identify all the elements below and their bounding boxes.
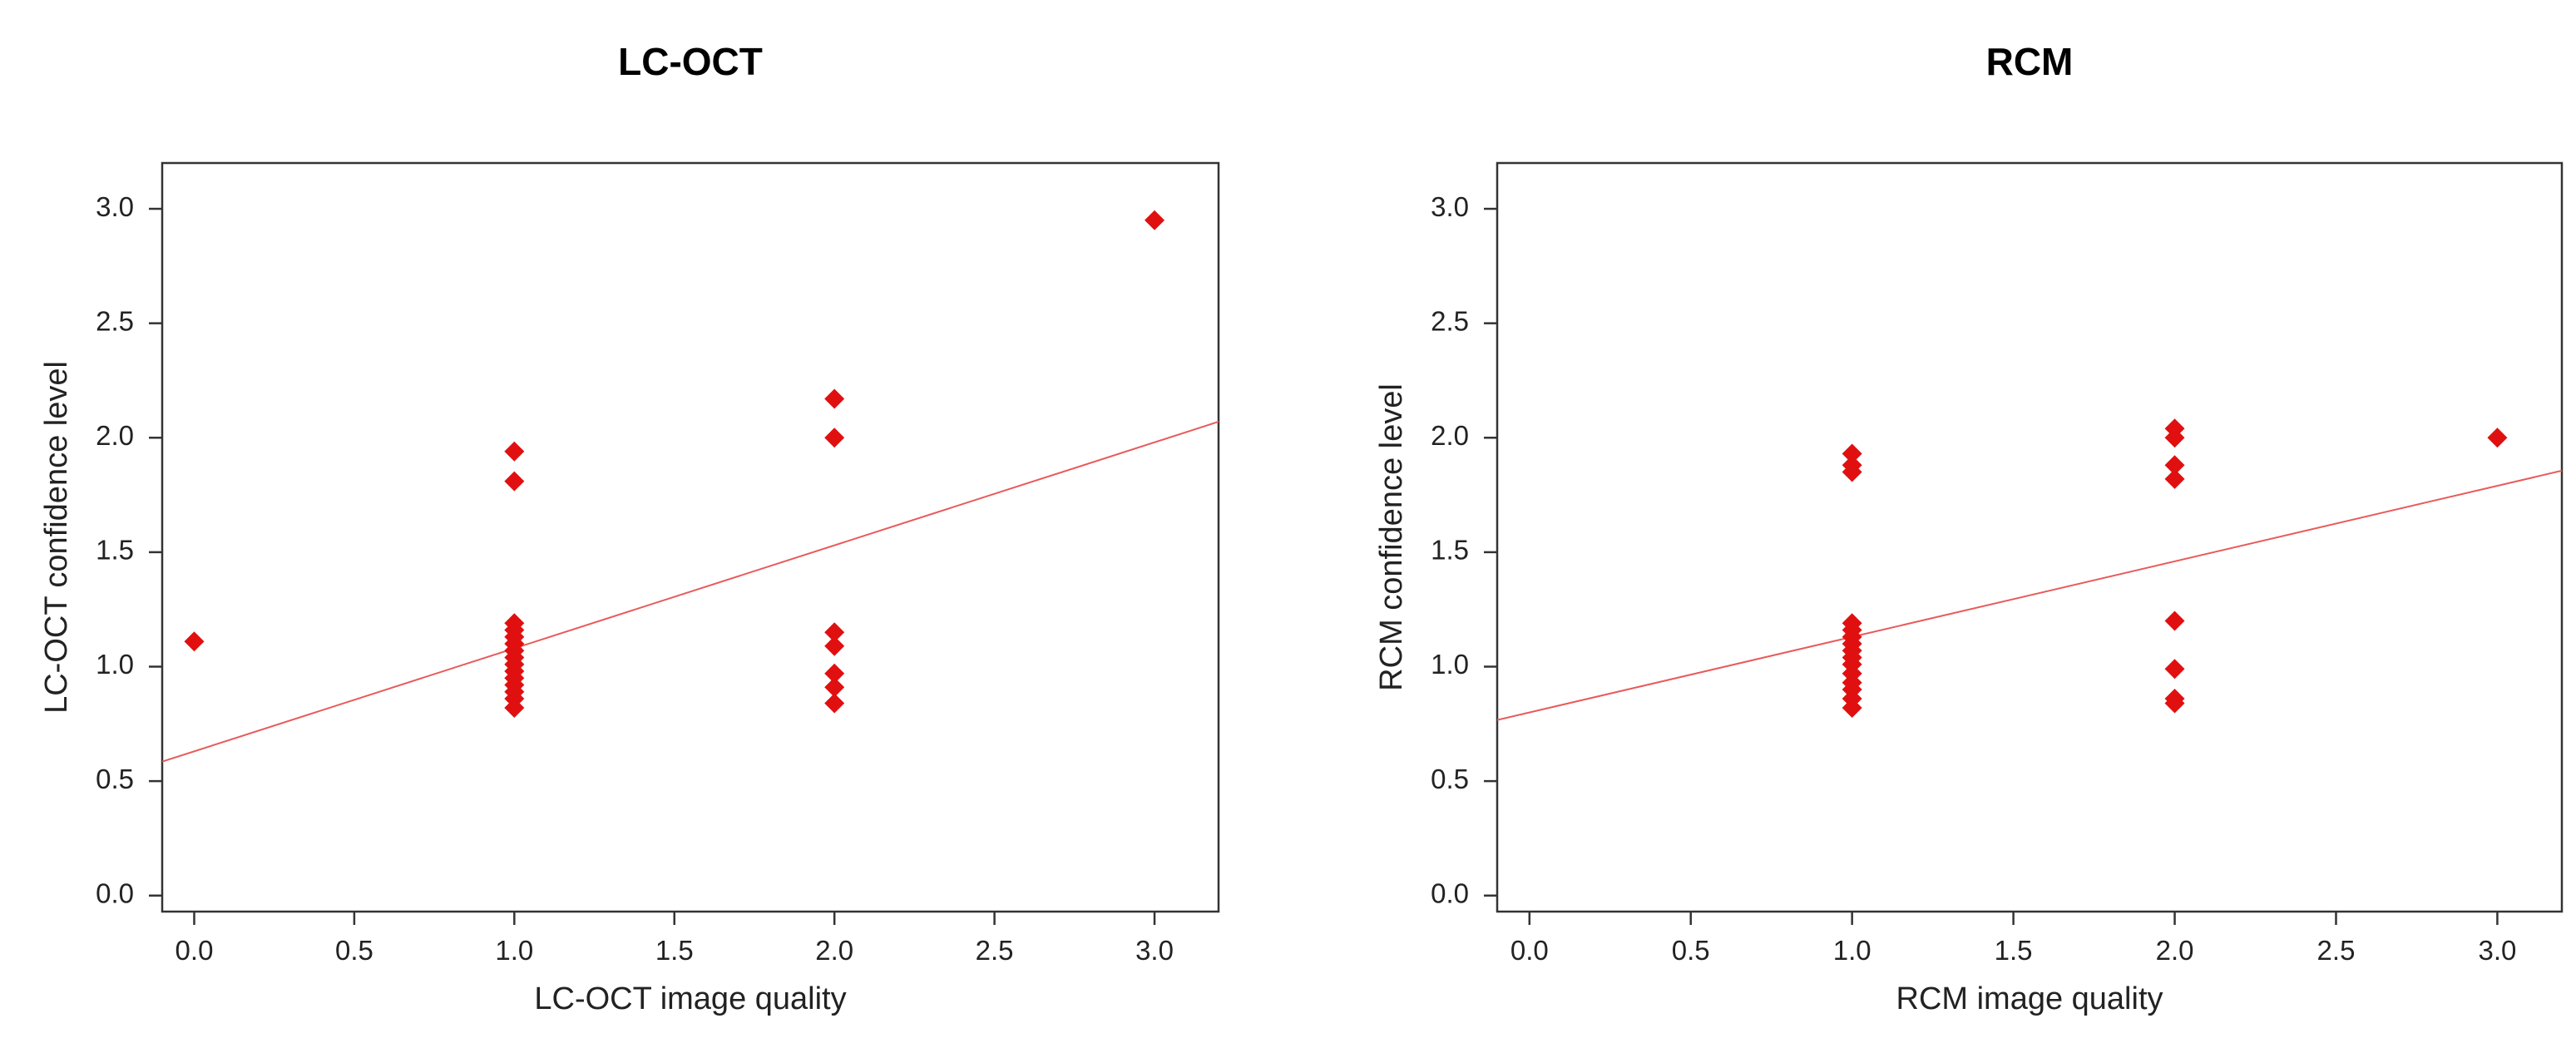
x-tick-label: 1.5: [1995, 935, 2033, 966]
data-point: [824, 428, 845, 448]
y-tick-label: 2.0: [96, 420, 134, 451]
y-tick-label: 3.0: [96, 191, 134, 222]
data-point: [184, 631, 205, 652]
data-point: [824, 663, 845, 684]
x-tick-label: 0.0: [176, 935, 214, 966]
data-point: [824, 388, 845, 409]
data-point: [824, 635, 845, 656]
y-tick-label: 2.5: [96, 305, 134, 336]
regression-line: [1497, 469, 2562, 721]
data-point: [824, 693, 845, 714]
data-point: [2164, 659, 2185, 680]
x-tick-label: 3.0: [1135, 935, 1174, 966]
data-point: [504, 471, 525, 492]
y-tick-label: 1.5: [96, 535, 134, 566]
chart-panel-1: RCM 0.0 0.5 1.0 1.5 2.0 2.5 3.0 0.0 0.5 1.0 1.5 2.0 2…: [1374, 40, 2564, 1016]
x-tick-label: 3.0: [2478, 935, 2516, 966]
data-point: [1842, 443, 1862, 464]
data-point: [824, 677, 845, 698]
data-point: [504, 441, 525, 462]
y-tick-label: 1.5: [1431, 535, 1469, 566]
plot-frame: [161, 161, 1220, 913]
data-point: [504, 698, 525, 719]
data-point: [2164, 693, 2185, 714]
x-tick-label: 2.5: [976, 935, 1014, 966]
x-axis-label: RCM image quality: [1896, 981, 2163, 1016]
x-tick-label: 0.5: [335, 935, 373, 966]
data-point: [824, 622, 845, 643]
y-tick-label: 1.0: [96, 649, 134, 680]
chart-title: LC-OCT: [618, 40, 763, 83]
data-point: [1145, 210, 1165, 230]
regression-line: [162, 421, 1219, 763]
chart-title: RCM: [1986, 40, 2074, 83]
y-tick-label: 2.5: [1431, 305, 1469, 336]
y-tick-label: 1.0: [1431, 649, 1469, 680]
data-point: [2164, 428, 2185, 448]
y-tick-label: 0.5: [96, 764, 134, 794]
data-point: [2164, 611, 2185, 631]
x-axis-label: LC-OCT image quality: [534, 981, 846, 1016]
data-point: [1842, 462, 1862, 482]
y-tick-label: 3.0: [1431, 191, 1469, 222]
x-tick-label: 2.0: [2156, 935, 2194, 966]
data-point: [1842, 698, 1862, 719]
plot-frame: [1496, 161, 2564, 913]
y-tick-label: 0.0: [1431, 877, 1469, 908]
x-tick-label: 1.0: [495, 935, 533, 966]
chart-panel-0: LC-OCT 0.0 0.5 1.0 1.5 2.0 2.5 3.0 0.0 0.5 1.0 1.5 2…: [39, 40, 1220, 1016]
x-tick-label: 0.5: [1672, 935, 1710, 966]
x-tick-label: 1.0: [1833, 935, 1871, 966]
y-tick-label: 0.5: [1431, 764, 1469, 794]
y-axis-label: RCM confidence level: [1374, 383, 1409, 691]
x-tick-label: 2.0: [815, 935, 853, 966]
y-axis-label: LC-OCT confidence level: [39, 361, 74, 714]
y-tick-label: 0.0: [96, 877, 134, 908]
x-tick-label: 2.5: [2317, 935, 2356, 966]
data-point: [2164, 455, 2185, 476]
data-point: [2164, 468, 2185, 489]
data-point: [2487, 428, 2508, 448]
x-tick-label: 1.5: [655, 935, 694, 966]
y-tick-label: 2.0: [1431, 420, 1469, 451]
x-tick-label: 0.0: [1510, 935, 1549, 966]
